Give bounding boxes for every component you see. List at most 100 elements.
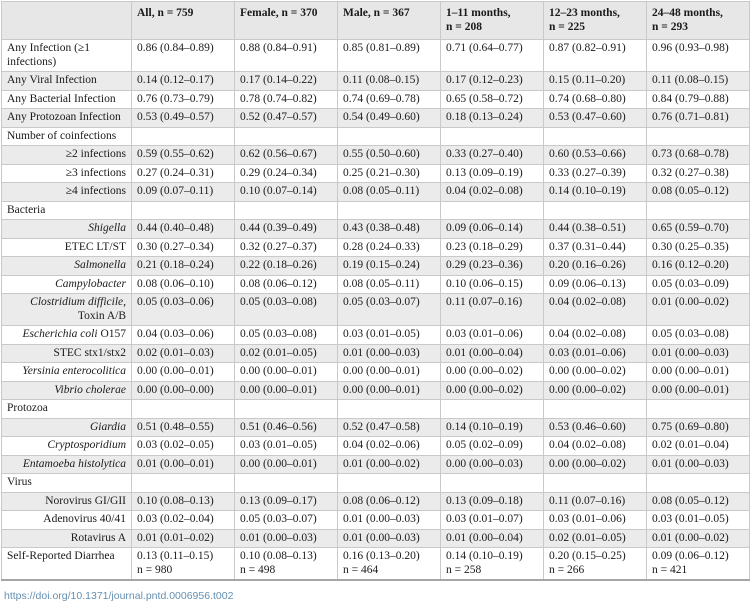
row-label-text: ≥3 infections bbox=[65, 166, 126, 179]
row-label: Entamoeba histolytica bbox=[1, 454, 132, 474]
prevalence-cell bbox=[337, 126, 441, 146]
row-label: Vibrio cholerae bbox=[1, 380, 132, 400]
prevalence-cell: 0.01 (0.01–0.02) bbox=[131, 528, 235, 548]
prevalence-cell bbox=[337, 200, 441, 220]
table-row: Any Protozoan Infection 0.53 (0.49–0.57) 0… bbox=[1, 108, 750, 128]
prevalence-cell bbox=[543, 473, 647, 493]
prevalence-cell: 0.29 (0.24–0.34) bbox=[234, 163, 338, 183]
row-label-text: Shigella bbox=[88, 222, 126, 234]
table-header: All, n = 759 Female, n = 370 Male, n = 367… bbox=[1, 1, 750, 40]
row-label-text: Giardia bbox=[90, 420, 126, 433]
prevalence-cell: 0.00 (0.00–0.02) bbox=[440, 380, 544, 400]
prevalence-cell: 0.04 (0.02–0.08) bbox=[543, 325, 647, 345]
prevalence-cell: 0.09 (0.07–0.11) bbox=[131, 182, 235, 202]
prevalence-cell: 0.14 (0.10–0.19) n = 258 bbox=[440, 547, 544, 581]
prevalence-cell: 0.53 (0.49–0.57) bbox=[131, 108, 235, 128]
prevalence-cell: 0.00 (0.00–0.00) bbox=[131, 380, 235, 400]
prevalence-cell: 0.19 (0.15–0.24) bbox=[337, 256, 441, 276]
prevalence-cell bbox=[646, 126, 750, 146]
prevalence-cell bbox=[440, 473, 544, 493]
row-label-text: ≥4 infections bbox=[65, 185, 126, 197]
prevalence-cell: 0.02 (0.01–0.05) bbox=[543, 528, 647, 548]
row-label-text: Rotavirus A bbox=[70, 531, 126, 544]
row-label-text: Campylobacter bbox=[55, 277, 126, 290]
table-row: ≥3 infections 0.27 (0.24–0.31) 0.29 (0.24–… bbox=[1, 163, 750, 183]
prevalence-cell: 0.11 (0.08–0.15) bbox=[646, 71, 750, 91]
prevalence-cell: 0.00 (0.00–0.01) bbox=[131, 362, 235, 382]
prevalence-cell: 0.51 (0.48–0.55) bbox=[131, 417, 235, 437]
prevalence-cell bbox=[440, 399, 544, 419]
row-label: Escherichia coli O157 bbox=[1, 325, 132, 345]
prevalence-cell: 0.03 (0.02–0.05) bbox=[131, 436, 235, 456]
table-row: Any Infection (≥1 infections) 0.86 (0.84–… bbox=[1, 39, 750, 72]
prevalence-cell: 0.08 (0.05–0.11) bbox=[337, 182, 441, 202]
row-label-text: STEC stx1/stx2 bbox=[53, 346, 126, 359]
prevalence-cell: 0.05 (0.03–0.09) bbox=[646, 274, 750, 294]
table-row: Salmonella 0.21 (0.18–0.24) 0.22 (0.18–0.2… bbox=[1, 256, 750, 276]
prevalence-cell: 0.01 (0.00–0.03) bbox=[337, 343, 441, 363]
prevalence-cell: 0.02 (0.01–0.05) bbox=[234, 343, 338, 363]
prevalence-cell: 0.17 (0.12–0.23) bbox=[440, 71, 544, 91]
prevalence-cell: 0.00 (0.00–0.02) bbox=[440, 362, 544, 382]
row-label-text: Bacteria bbox=[7, 203, 46, 216]
row-label: STEC stx1/stx2 bbox=[1, 343, 132, 363]
row-label: Cryptosporidium bbox=[1, 436, 132, 456]
table-row: Campylobacter 0.08 (0.06–0.10) 0.08 (0.06–… bbox=[1, 274, 750, 294]
prevalence-cell: 0.29 (0.23–0.36) bbox=[440, 256, 544, 276]
row-label-header bbox=[1, 1, 132, 40]
table-row: Yersinia enterocolitica 0.00 (0.00–0.01) 0… bbox=[1, 362, 750, 382]
prevalence-cell: 0.60 (0.53–0.66) bbox=[543, 145, 647, 165]
prevalence-cell: 0.71 (0.64–0.77) bbox=[440, 39, 544, 72]
prevalence-cell: 0.08 (0.06–0.12) bbox=[234, 274, 338, 294]
prevalence-cell bbox=[131, 473, 235, 493]
prevalence-cell: 0.65 (0.58–0.72) bbox=[440, 89, 544, 109]
row-label: ≥4 infections bbox=[1, 182, 132, 202]
prevalence-cell: 0.09 (0.06–0.14) bbox=[440, 219, 544, 239]
row-label: Bacteria bbox=[1, 200, 132, 220]
prevalence-cell: 0.75 (0.69–0.80) bbox=[646, 417, 750, 437]
prevalence-cell: 0.52 (0.47–0.58) bbox=[337, 417, 441, 437]
row-label: Any Protozoan Infection bbox=[1, 108, 132, 128]
prevalence-cell: 0.02 (0.01–0.04) bbox=[646, 436, 750, 456]
prevalence-cell: 0.05 (0.03–0.06) bbox=[131, 293, 235, 326]
prevalence-cell: 0.01 (0.00–0.02) bbox=[337, 454, 441, 474]
prevalence-cell: 0.28 (0.24–0.33) bbox=[337, 237, 441, 257]
table-row: Vibrio cholerae 0.00 (0.00–0.00) 0.00 (0.0… bbox=[1, 380, 750, 400]
column-header: 24–48 months, n = 293 bbox=[646, 1, 750, 40]
prevalence-cell: 0.01 (0.00–0.03) bbox=[646, 343, 750, 363]
prevalence-cell: 0.03 (0.01–0.07) bbox=[440, 510, 544, 530]
table-row: ETEC LT/ST 0.30 (0.27–0.34) 0.32 (0.27–0.3… bbox=[1, 237, 750, 257]
prevalence-cell: 0.02 (0.01–0.03) bbox=[131, 343, 235, 363]
row-label: Virus bbox=[1, 473, 132, 493]
prevalence-cell bbox=[234, 126, 338, 146]
row-label: Salmonella bbox=[1, 256, 132, 276]
row-label-text: Vibrio cholerae bbox=[54, 383, 126, 396]
prevalence-cell: 0.74 (0.68–0.80) bbox=[543, 89, 647, 109]
row-label: Shigella bbox=[1, 219, 132, 239]
prevalence-cell: 0.20 (0.15–0.25) n = 266 bbox=[543, 547, 647, 581]
row-label-text: ETEC LT/ST bbox=[64, 240, 126, 253]
table-row: Any Bacterial Infection 0.76 (0.73–0.79) 0… bbox=[1, 89, 750, 109]
row-label-text: Escherichia coli bbox=[22, 328, 98, 340]
prevalence-cell: 0.21 (0.18–0.24) bbox=[131, 256, 235, 276]
row-label-text: Protozoa bbox=[7, 402, 48, 414]
prevalence-cell: 0.13 (0.09–0.18) bbox=[440, 491, 544, 511]
prevalence-cell: 0.00 (0.00–0.01) bbox=[337, 380, 441, 400]
prevalence-cell: 0.05 (0.03–0.08) bbox=[646, 325, 750, 345]
row-label: Clostridium difficile, Toxin A/B bbox=[1, 293, 132, 326]
prevalence-cell: 0.05 (0.03–0.08) bbox=[234, 325, 338, 345]
prevalence-cell: 0.76 (0.71–0.81) bbox=[646, 108, 750, 128]
prevalence-cell: 0.04 (0.02–0.08) bbox=[440, 182, 544, 202]
prevalence-cell: 0.78 (0.74–0.82) bbox=[234, 89, 338, 109]
doi-link[interactable]: https://doi.org/10.1371/journal.pntd.000… bbox=[4, 590, 234, 602]
table-row: Cryptosporidium 0.03 (0.02–0.05) 0.03 (0.0… bbox=[1, 436, 750, 456]
prevalence-cell: 0.13 (0.11–0.15) n = 980 bbox=[131, 547, 235, 581]
row-label-text: Self-Reported Diarrhea bbox=[7, 550, 115, 562]
table-row: Escherichia coli O157 0.04 (0.03–0.06) 0.0… bbox=[1, 325, 750, 345]
prevalence-cell: 0.11 (0.07–0.16) bbox=[543, 491, 647, 511]
prevalence-cell bbox=[543, 126, 647, 146]
table-footer: https://doi.org/10.1371/journal.pntd.000… bbox=[4, 590, 749, 602]
row-label-text: ≥2 infections bbox=[65, 148, 126, 160]
prevalence-cell: 0.11 (0.07–0.16) bbox=[440, 293, 544, 326]
